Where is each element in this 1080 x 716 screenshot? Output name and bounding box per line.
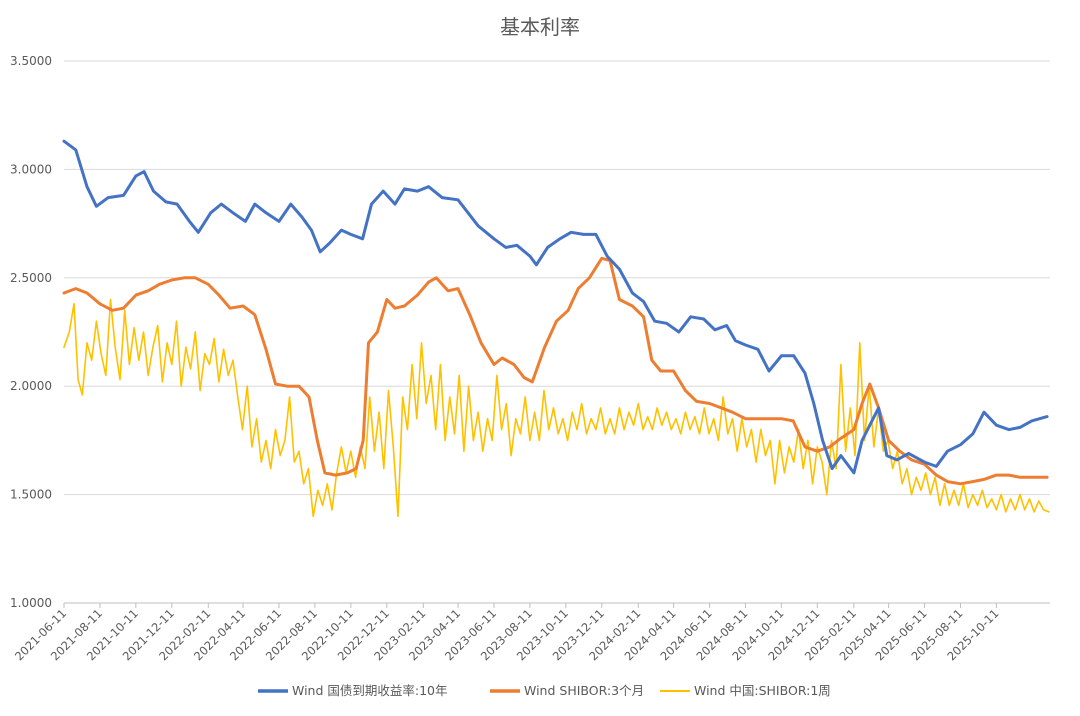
legend-label: Wind 中国:SHIBOR:1周 [694,683,831,698]
y-tick-label: 2.5000 [10,271,52,285]
y-tick-label: 3.0000 [10,162,52,176]
series-lines [62,139,1050,518]
x-axis-tick-labels: 2021-06-112021-08-112021-10-112021-12-11… [12,606,1002,663]
series-line-1 [62,139,1049,475]
y-tick-label: 3.5000 [10,54,52,68]
y-axis-tick-labels: 1.0000 1.5000 2.0000 2.5000 3.0000 3.5000 [10,54,52,610]
legend-label: Wind 国债到期收益率:10年 [292,683,448,698]
gridlines [63,60,1050,608]
y-tick-label: 2.0000 [10,379,52,393]
legend: Wind 国债到期收益率:10年 Wind SHIBOR:3个月 Wind 中国:S… [258,683,831,698]
y-tick-label: 1.0000 [10,596,52,610]
y-tick-label: 1.5000 [10,488,52,502]
legend-label: Wind SHIBOR:3个月 [524,683,644,698]
series-line-3 [63,298,1050,518]
chart-title: 基本利率 [500,15,580,39]
series-line-2 [62,256,1049,486]
